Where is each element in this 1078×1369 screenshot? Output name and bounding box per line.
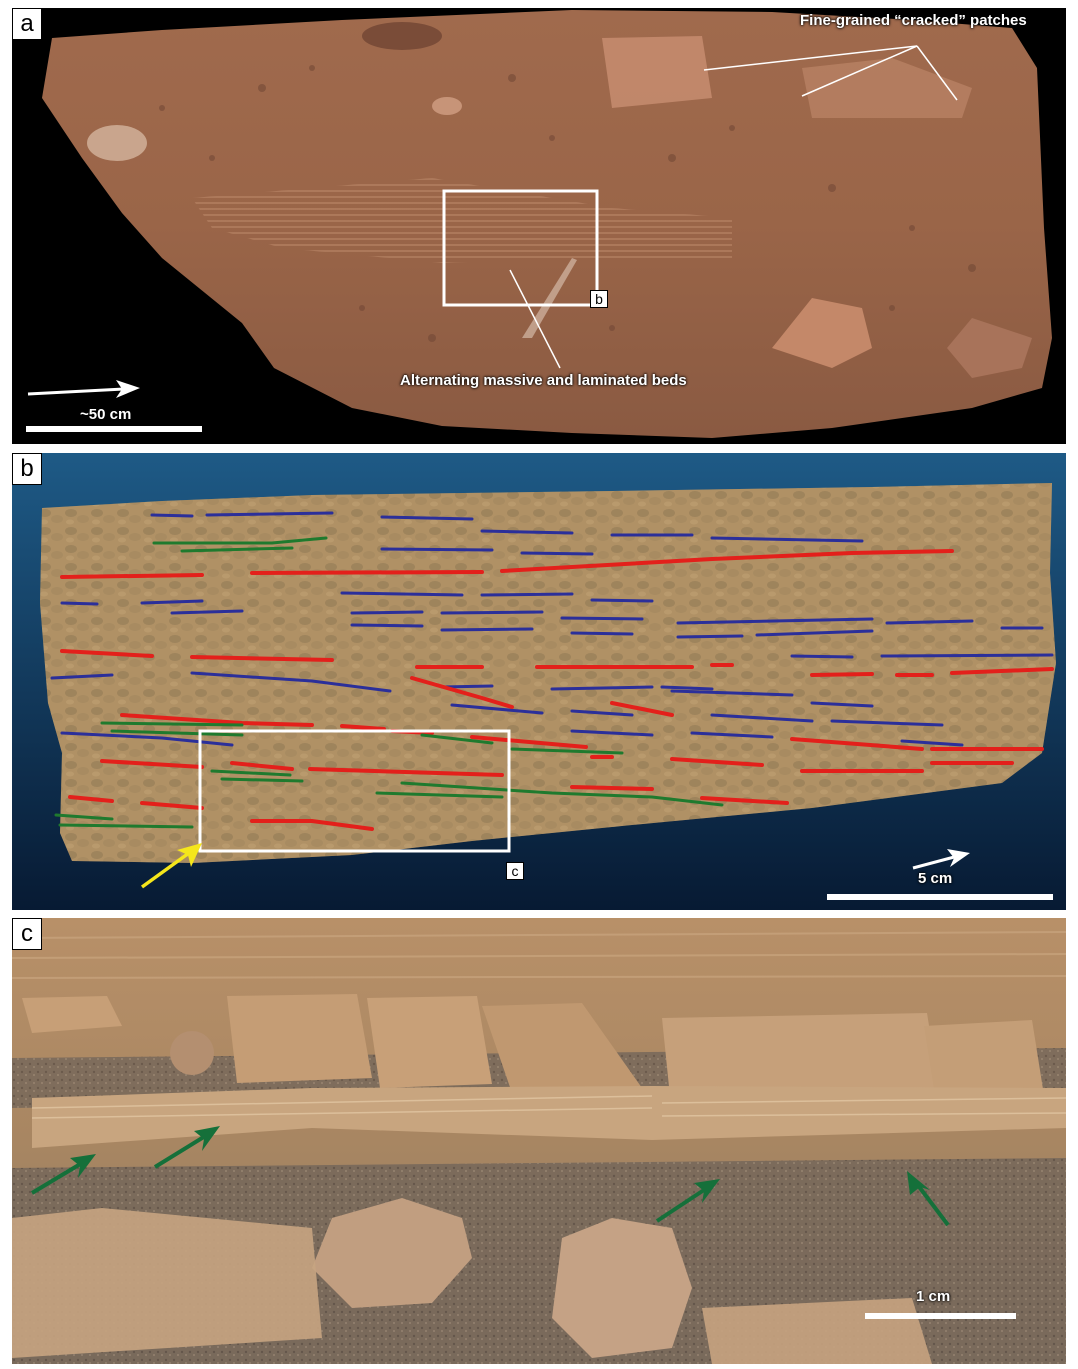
scale-bar-b: [827, 894, 1053, 900]
inset-box-b: [442, 189, 599, 307]
rock-block: [924, 1020, 1046, 1108]
boulder: [947, 318, 1032, 378]
panel-letter-a: a: [12, 8, 42, 40]
panel-b-traced-outcrop: b c 5 cm: [12, 453, 1066, 910]
direction-arrow: [27, 387, 125, 396]
panel-letter-b: b: [12, 453, 42, 485]
panel-c-closeup: c 1 cm: [12, 918, 1066, 1364]
panel-c-photo: [12, 918, 1066, 1364]
cracked-patch: [602, 36, 712, 108]
yellow-arrow: [140, 851, 191, 889]
boulder: [312, 1198, 472, 1308]
boulder: [552, 1218, 692, 1358]
cracked-patch: [802, 58, 972, 118]
blue-trace-group: [50, 511, 1054, 747]
panel-b-photo: [12, 453, 1066, 910]
outcrop-slab: [40, 483, 1056, 863]
boulder: [87, 125, 147, 161]
beds-label: Alternating massive and laminated beds: [400, 372, 687, 389]
pebble: [170, 1031, 214, 1075]
boulder: [432, 97, 462, 115]
yellow-arrow-head: [177, 843, 202, 867]
scale-label-a: ~50 cm: [80, 406, 132, 423]
boulder: [362, 22, 442, 50]
inset-tag-b: b: [590, 290, 608, 308]
scale-bar-a: [26, 426, 202, 432]
panel-a-mosaic: a Fine-grained “cracked” patches Alterna…: [12, 8, 1066, 444]
rock-block: [482, 1003, 642, 1093]
direction-arrow-b: [912, 854, 959, 870]
scale-label-c: 1 cm: [916, 1288, 951, 1305]
scale-label-b: 5 cm: [918, 870, 953, 887]
inset-box-c: [198, 729, 511, 853]
rock-block: [12, 1208, 322, 1358]
green-arrow-group: [30, 1126, 950, 1227]
direction-arrow-head: [116, 380, 140, 398]
red-trace-group: [60, 549, 1054, 831]
rock-block: [367, 996, 492, 1088]
rock-block: [22, 996, 122, 1033]
cracked-patches-label: Fine-grained “cracked” patches: [800, 12, 1027, 29]
rock-block: [227, 994, 372, 1083]
green-trace-group: [54, 536, 724, 829]
scale-bar-c: [865, 1313, 1016, 1319]
panel-a-photo: [27, 10, 1052, 438]
panel-letter-c: c: [12, 918, 42, 950]
inset-tag-c: c: [506, 862, 524, 880]
boulder: [772, 298, 872, 368]
